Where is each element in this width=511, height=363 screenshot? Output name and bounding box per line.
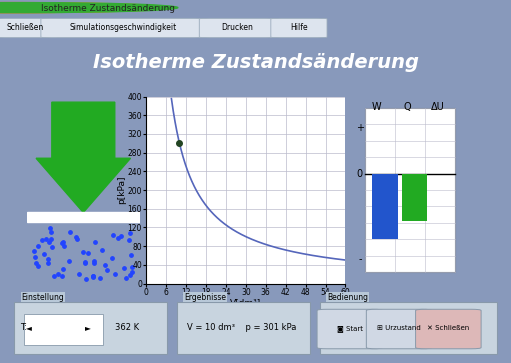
Text: Simulationsgeschwindigkeit: Simulationsgeschwindigkeit xyxy=(69,23,176,32)
Point xyxy=(122,276,130,281)
Point xyxy=(79,249,87,255)
Text: Isotherme Zustandsänderung: Isotherme Zustandsänderung xyxy=(41,4,175,13)
FancyBboxPatch shape xyxy=(317,309,383,349)
Text: Drucken: Drucken xyxy=(222,23,253,32)
FancyBboxPatch shape xyxy=(415,309,481,349)
Point xyxy=(40,251,49,257)
Text: Ergebnisse: Ergebnisse xyxy=(184,293,226,302)
Text: -: - xyxy=(358,254,361,264)
Point xyxy=(43,260,52,266)
Point xyxy=(91,239,99,245)
Text: Bedienung: Bedienung xyxy=(327,293,368,302)
Point xyxy=(84,250,92,256)
Point xyxy=(58,240,66,246)
FancyBboxPatch shape xyxy=(41,18,204,38)
Point xyxy=(126,272,134,278)
Point xyxy=(128,269,136,275)
Point xyxy=(45,238,53,244)
Point xyxy=(43,257,52,262)
Polygon shape xyxy=(36,102,130,212)
Point xyxy=(89,258,98,264)
Point xyxy=(125,237,133,243)
Point xyxy=(101,262,109,268)
Text: 362 K: 362 K xyxy=(115,323,139,332)
Point xyxy=(128,264,136,270)
Point xyxy=(30,248,38,254)
Point xyxy=(47,229,55,235)
Point xyxy=(81,260,89,265)
Point xyxy=(34,244,42,249)
Text: Isotherme Zustandsänderung: Isotherme Zustandsänderung xyxy=(92,53,419,72)
FancyBboxPatch shape xyxy=(271,18,327,38)
Point xyxy=(89,273,98,279)
Point xyxy=(126,231,134,236)
Point xyxy=(32,261,40,266)
Point xyxy=(120,265,128,271)
Point xyxy=(47,225,55,231)
Text: V = 10 dm³    p = 301 kPa: V = 10 dm³ p = 301 kPa xyxy=(187,323,296,332)
Point xyxy=(75,271,83,277)
Point xyxy=(82,277,90,282)
Point xyxy=(65,258,74,264)
Point xyxy=(89,274,98,280)
Point xyxy=(50,273,58,279)
Point xyxy=(66,229,75,234)
Point xyxy=(58,273,66,279)
Point xyxy=(48,244,56,250)
Point xyxy=(59,240,67,245)
Circle shape xyxy=(0,3,169,13)
Point xyxy=(117,233,125,239)
FancyBboxPatch shape xyxy=(14,302,167,354)
Text: ⊞ Urzustand: ⊞ Urzustand xyxy=(378,325,421,331)
Point xyxy=(108,256,116,261)
Text: 0: 0 xyxy=(357,168,363,179)
Text: Einstellung: Einstellung xyxy=(21,293,64,302)
FancyBboxPatch shape xyxy=(0,18,56,38)
Point xyxy=(72,234,80,240)
Point xyxy=(34,263,42,269)
Point xyxy=(109,232,117,237)
X-axis label: V[dm³]: V[dm³] xyxy=(230,298,262,307)
FancyBboxPatch shape xyxy=(319,302,497,354)
Point xyxy=(81,260,89,266)
Text: ✕ Schließen: ✕ Schließen xyxy=(428,325,470,331)
Text: ◙ Start: ◙ Start xyxy=(337,325,363,332)
Text: Hilfe: Hilfe xyxy=(290,23,308,32)
Point xyxy=(89,274,97,280)
Y-axis label: p[kPa]: p[kPa] xyxy=(117,176,126,204)
Text: Q: Q xyxy=(403,102,411,112)
Point xyxy=(90,260,99,266)
FancyBboxPatch shape xyxy=(366,309,432,349)
Point xyxy=(38,237,46,243)
Point xyxy=(127,252,135,258)
Text: +: + xyxy=(356,123,364,132)
Text: T:: T: xyxy=(20,323,27,332)
Text: ►: ► xyxy=(85,323,90,332)
Point xyxy=(111,270,119,276)
Point xyxy=(98,248,106,253)
Point xyxy=(60,244,68,249)
Point xyxy=(42,236,50,242)
Text: ΔU: ΔU xyxy=(431,102,445,112)
FancyBboxPatch shape xyxy=(24,314,103,345)
Text: Schließen: Schließen xyxy=(7,23,44,32)
FancyBboxPatch shape xyxy=(177,302,310,354)
Circle shape xyxy=(0,3,159,13)
Point xyxy=(103,266,111,272)
Point xyxy=(73,237,81,242)
Point xyxy=(113,235,122,241)
Point xyxy=(96,275,104,281)
Text: W: W xyxy=(371,102,381,112)
Bar xyxy=(27,212,140,222)
Point xyxy=(31,254,39,260)
Point xyxy=(54,271,62,277)
Text: ◄: ◄ xyxy=(27,323,32,332)
Point xyxy=(47,236,55,242)
Point xyxy=(59,266,67,272)
Circle shape xyxy=(0,3,178,13)
FancyBboxPatch shape xyxy=(199,18,276,38)
